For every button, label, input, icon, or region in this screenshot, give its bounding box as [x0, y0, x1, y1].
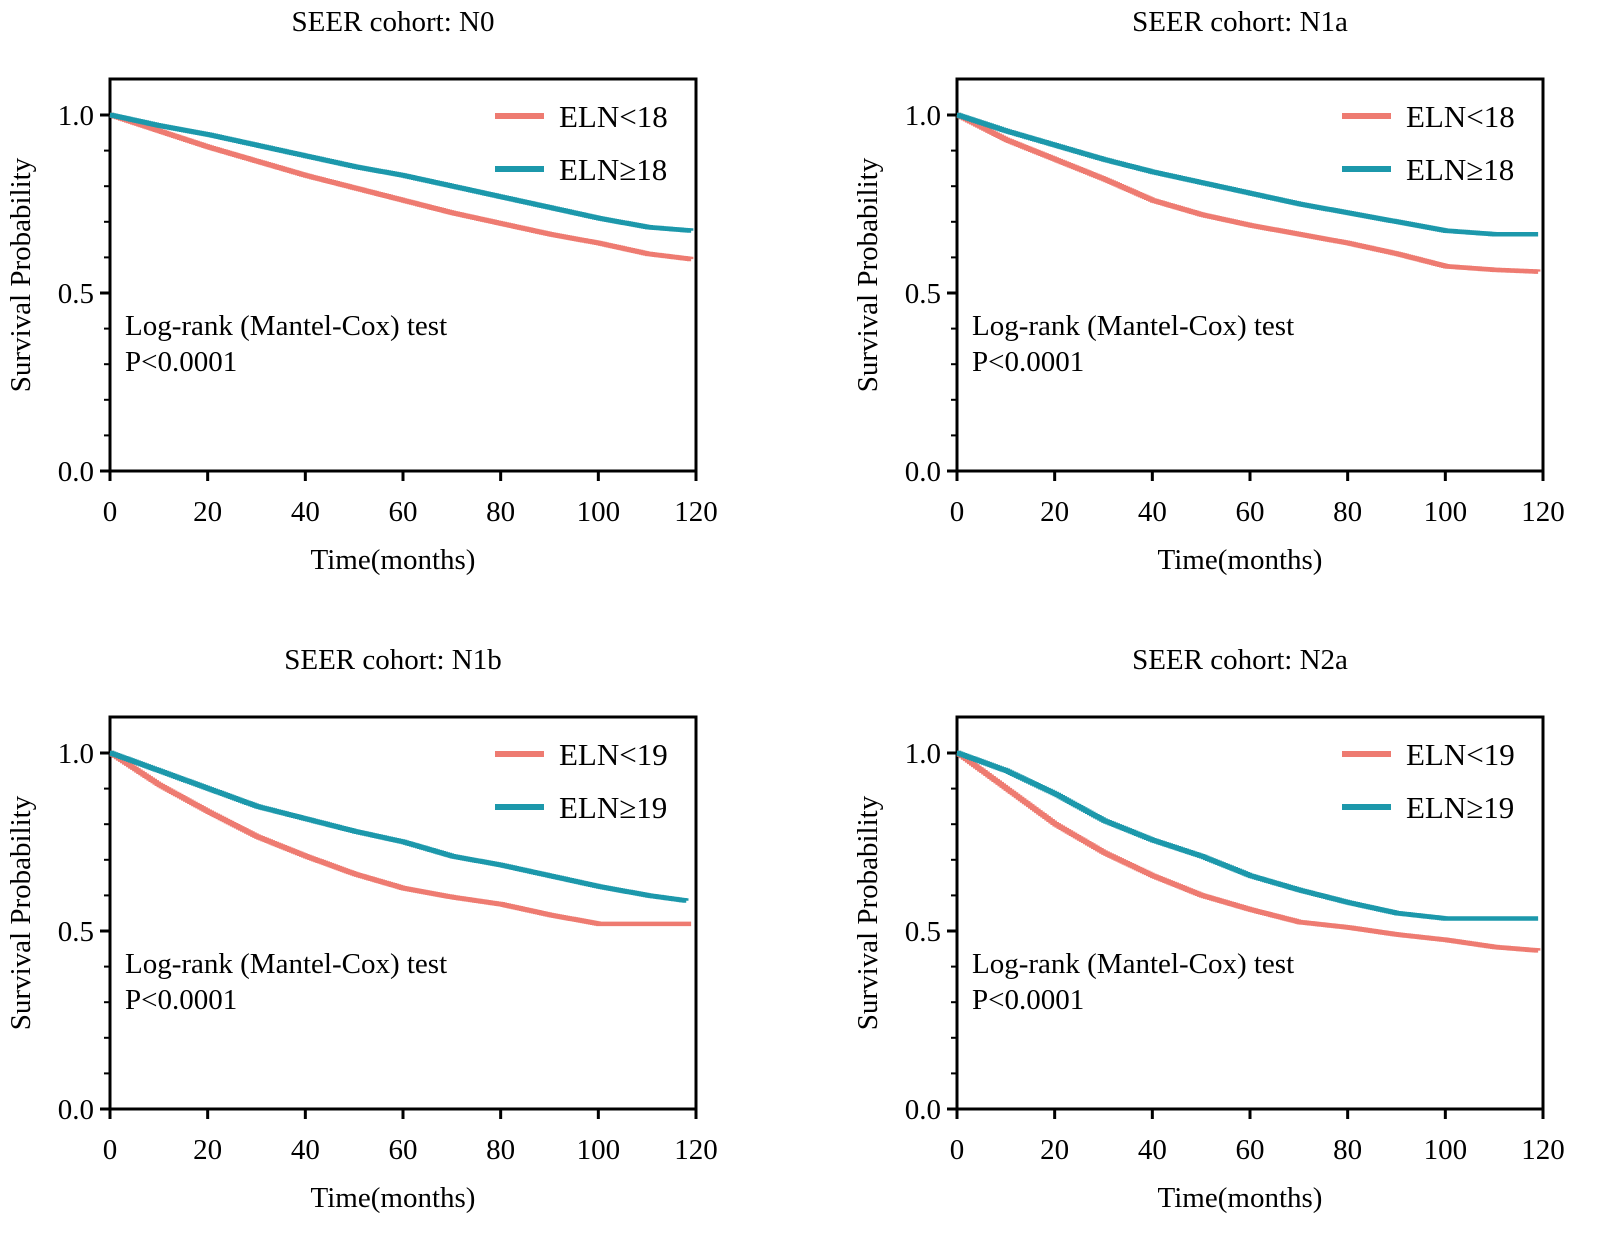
legend-label: ELN≥18: [559, 152, 667, 187]
y-tick-label: 0.0: [905, 456, 941, 488]
x-tick-label: 60: [1236, 496, 1265, 528]
x-tick-label: 40: [291, 1134, 320, 1166]
stat-annotation: P<0.0001: [972, 346, 1084, 378]
legend-label: ELN<18: [1406, 99, 1515, 134]
series-line-2: [956, 750, 1539, 921]
legend-label: ELN<19: [559, 737, 668, 772]
legend-label: ELN<19: [1406, 737, 1515, 772]
chart-panel-3: SEER cohort: N1b 0.0 0.5 1.0 0 20 40 60 80 100 120…: [5, 644, 718, 1214]
y-tick-label: 0.0: [58, 456, 94, 488]
x-tick-label: 60: [1236, 1134, 1265, 1166]
y-axis-title: Survival Probability: [852, 795, 884, 1030]
x-tick-label: 100: [577, 1134, 621, 1166]
stat-annotation: Log-rank (Mantel-Cox) test: [972, 310, 1294, 342]
y-tick-label: 1.0: [905, 100, 941, 132]
y-tick-label: 0.5: [58, 916, 94, 948]
stat-annotation: Log-rank (Mantel-Cox) test: [125, 948, 447, 980]
x-tick-label: 120: [1521, 1134, 1565, 1166]
y-tick-label: 0.5: [905, 278, 941, 310]
x-tick-label: 120: [1521, 496, 1565, 528]
x-tick-label: 80: [1333, 496, 1362, 528]
series-line-1: [956, 750, 1541, 953]
x-tick-label: 100: [1424, 496, 1468, 528]
x-tick-label: 20: [1040, 496, 1069, 528]
series-line-2: [109, 112, 694, 233]
stat-annotation: P<0.0001: [125, 984, 237, 1016]
plot-frame: [955, 715, 1545, 1111]
y-tick-label: 0.5: [905, 916, 941, 948]
y-tick-label: 0.0: [58, 1094, 94, 1126]
x-tick-label: 20: [193, 1134, 222, 1166]
y-tick-label: 1.0: [905, 738, 941, 770]
x-tick-label: 0: [950, 496, 965, 528]
chart-title: SEER cohort: N2a: [1132, 644, 1348, 676]
stat-annotation: P<0.0001: [972, 984, 1084, 1016]
chart-panel-2: SEER cohort: N1a 0.0 0.5 1.0 0 20 40 60 80 100 120…: [852, 6, 1565, 576]
x-axis-title: Time(months): [1158, 544, 1323, 576]
x-tick-label: 40: [1138, 496, 1167, 528]
y-tick-label: 1.0: [58, 738, 94, 770]
x-axis-title: Time(months): [311, 1182, 476, 1214]
x-tick-label: 60: [389, 496, 418, 528]
x-tick-label: 40: [291, 496, 320, 528]
legend-label: ELN≥18: [1406, 152, 1514, 187]
x-tick-label: 20: [193, 496, 222, 528]
stat-annotation: P<0.0001: [125, 346, 237, 378]
plot-frame: [108, 715, 698, 1111]
x-tick-label: 120: [674, 496, 718, 528]
x-tick-label: 0: [103, 1134, 118, 1166]
x-axis-title: Time(months): [1158, 1182, 1323, 1214]
x-tick-label: 100: [1424, 1134, 1468, 1166]
series-line-1: [109, 112, 694, 262]
y-tick-label: 0.5: [58, 278, 94, 310]
series-line-1: [956, 112, 1541, 274]
legend-label: ELN<18: [559, 99, 668, 134]
stat-annotation: Log-rank (Mantel-Cox) test: [972, 948, 1294, 980]
chart-panel-4: SEER cohort: N2a 0.0 0.5 1.0 0 20 40 60 80 100 120…: [852, 644, 1565, 1214]
y-axis-title: Survival Probability: [5, 795, 37, 1030]
x-tick-label: 0: [103, 496, 118, 528]
y-axis-title: Survival Probability: [852, 157, 884, 392]
legend-label: ELN≥19: [559, 790, 667, 825]
chart-title: SEER cohort: N1a: [1132, 6, 1348, 38]
x-tick-label: 80: [1333, 1134, 1362, 1166]
x-tick-label: 20: [1040, 1134, 1069, 1166]
y-axis-title: Survival Probability: [5, 157, 37, 392]
x-tick-label: 100: [577, 496, 621, 528]
chart-panel-1: SEER cohort: N0 0.0 0.5 1.0 0 20 40 60 80 100 120 T…: [5, 6, 718, 576]
x-tick-label: 120: [674, 1134, 718, 1166]
plot-frame: [108, 77, 698, 473]
chart-title: SEER cohort: N0: [292, 6, 495, 38]
series-line-2: [956, 112, 1539, 237]
series-line-2: [109, 750, 689, 903]
y-tick-label: 1.0: [58, 100, 94, 132]
x-tick-label: 40: [1138, 1134, 1167, 1166]
stat-annotation: Log-rank (Mantel-Cox) test: [125, 310, 447, 342]
x-tick-label: 0: [950, 1134, 965, 1166]
x-tick-label: 80: [486, 1134, 515, 1166]
series-line-1: [109, 750, 692, 927]
plot-frame: [955, 77, 1545, 473]
x-tick-label: 60: [389, 1134, 418, 1166]
x-axis-title: Time(months): [311, 544, 476, 576]
x-tick-label: 80: [486, 496, 515, 528]
y-tick-label: 0.0: [905, 1094, 941, 1126]
legend-label: ELN≥19: [1406, 790, 1514, 825]
chart-title: SEER cohort: N1b: [284, 644, 502, 676]
